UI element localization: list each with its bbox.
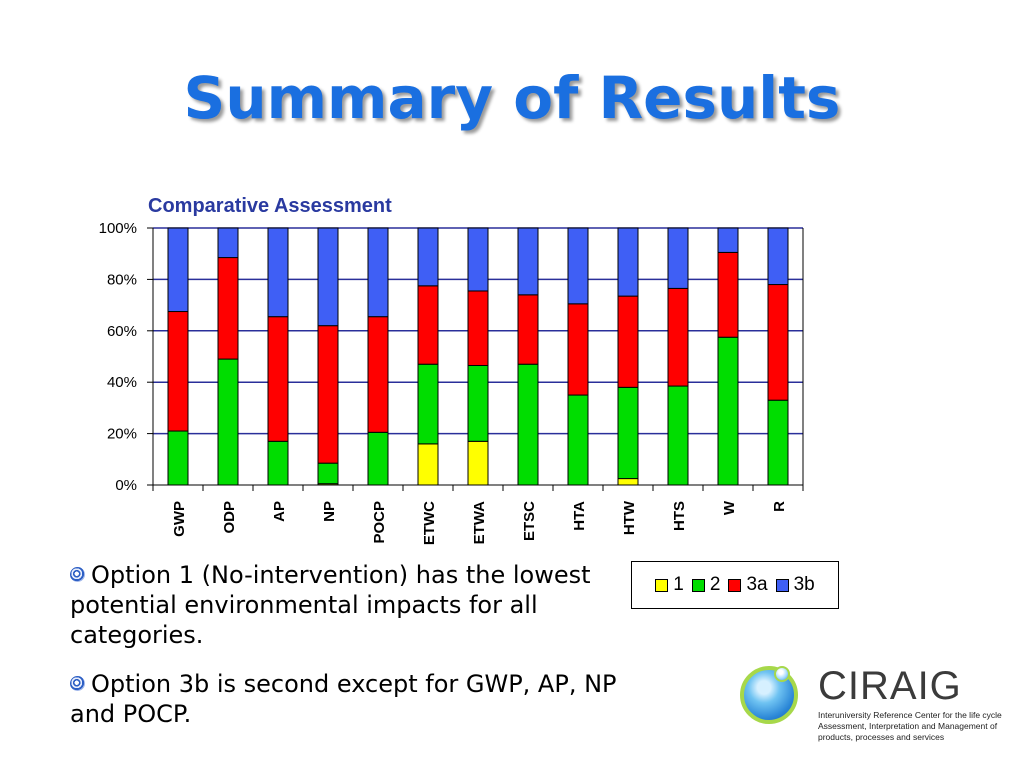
bar-segment-2-odp	[217, 358, 239, 486]
bar-segment-2-ap	[267, 440, 289, 486]
legend-item-2: 2	[691, 574, 721, 596]
x-tick-label: HTS	[671, 501, 688, 531]
x-tick-label: POCP	[371, 501, 388, 544]
slide-title: Summary of Results	[183, 64, 841, 132]
legend-swatch-3a	[728, 578, 742, 592]
bullet-item: Option 3b is second except for GWP, AP, …	[70, 669, 630, 729]
spiral-bullet-icon	[70, 566, 85, 582]
x-tick-label: GWP	[171, 501, 188, 537]
bar-segment-2-etwc	[417, 363, 439, 445]
bar-segment-2-r	[767, 399, 789, 486]
x-tick-label: AP	[271, 501, 288, 522]
bar-segment-2-w	[717, 336, 739, 486]
bar-segment-2-htw	[617, 386, 639, 480]
bar-segment-2-gwp	[167, 430, 189, 486]
x-tick-label: HTA	[571, 501, 588, 531]
bar-segment-2-hta	[567, 394, 589, 486]
y-tick-label: 100%	[99, 220, 137, 237]
legend-label-1: 1	[673, 574, 684, 595]
bar-segment-3a-r	[767, 284, 789, 401]
x-tick-label: ETSC	[521, 501, 538, 541]
x-tick-label: R	[771, 501, 788, 512]
bar-segment-3a-hts	[667, 287, 689, 387]
y-tick-label: 80%	[107, 271, 137, 288]
bar-segment-3a-np	[317, 325, 339, 464]
logo-dot-icon	[774, 666, 790, 682]
bar-segment-3b-w	[717, 227, 739, 253]
bullet-list: Option 1 (No-intervention) has the lowes…	[70, 560, 630, 748]
legend-label-2: 2	[709, 574, 721, 595]
bar-segment-3b-htw	[617, 227, 639, 297]
bar-segment-2-np	[317, 462, 339, 485]
bar-segment-3a-etwc	[417, 285, 439, 365]
legend-label-3b: 3b	[793, 574, 815, 595]
bar-segment-3a-ap	[267, 316, 289, 442]
y-tick-label: 0%	[115, 477, 137, 494]
x-tick-label: ODP	[221, 501, 238, 534]
chart-legend: 1 2 3a 3b	[631, 561, 839, 609]
y-tick-label: 60%	[107, 323, 137, 340]
x-tick-label: ETWC	[421, 501, 438, 545]
legend-item-1: 1	[655, 574, 684, 596]
chart-title: Comparative Assessment	[148, 195, 392, 217]
bar-segment-3a-htw	[617, 295, 639, 388]
spiral-bullet-icon	[70, 675, 85, 691]
logo-tagline: Interuniversity Reference Center for the…	[818, 710, 1002, 742]
x-tick-label: W	[721, 500, 738, 515]
bar-segment-2-etsc	[517, 363, 539, 486]
bar-segment-3b-odp	[217, 227, 239, 259]
bullet-item: Option 1 (No-intervention) has the lowes…	[70, 560, 630, 650]
bar-segment-3b-pocp	[367, 227, 389, 318]
bar-segment-3b-etsc	[517, 227, 539, 296]
bar-segment-1-etwc	[417, 443, 439, 486]
bar-segment-3b-ap	[267, 227, 289, 318]
bar-segment-3a-w	[717, 251, 739, 338]
bar-segment-1-htw	[617, 478, 639, 486]
legend-item-3b: 3b	[775, 574, 815, 596]
bar-segment-3b-etwa	[467, 227, 489, 292]
bar-segment-2-pocp	[367, 431, 389, 486]
legend-item-3a: 3a	[728, 574, 768, 596]
ciraig-logo: CIRAIG Interuniversity Reference Center …	[738, 662, 1024, 762]
bar-segment-3a-etsc	[517, 294, 539, 365]
legend-swatch-2	[691, 578, 705, 592]
bar-segment-2-hts	[667, 385, 689, 486]
bar-segment-2-etwa	[467, 364, 489, 442]
x-tick-label: HTW	[621, 500, 638, 535]
legend-swatch-1	[655, 578, 669, 592]
bullet-text: Option 1 (No-intervention) has the lowes…	[70, 561, 591, 649]
y-tick-label: 40%	[107, 374, 137, 391]
legend-swatch-3b	[775, 578, 789, 592]
bullet-text: Option 3b is second except for GWP, AP, …	[70, 670, 617, 728]
legend-label-3a: 3a	[746, 574, 768, 595]
bar-segment-3a-etwa	[467, 290, 489, 366]
bar-segment-3b-r	[767, 227, 789, 286]
y-tick-label: 20%	[107, 426, 137, 443]
bar-segment-3b-hta	[567, 227, 589, 305]
x-tick-label: NP	[321, 501, 338, 522]
bar-segment-3b-etwc	[417, 227, 439, 287]
bar-segment-1-etwa	[467, 440, 489, 486]
bar-segment-3a-odp	[217, 257, 239, 360]
bar-segment-3a-gwp	[167, 311, 189, 432]
bar-segment-3a-hta	[567, 303, 589, 396]
bar-segment-3b-hts	[667, 227, 689, 289]
bar-segment-3a-pocp	[367, 316, 389, 433]
x-tick-label: ETWA	[471, 501, 488, 544]
bar-segment-3b-gwp	[167, 227, 189, 313]
bar-segment-3b-np	[317, 227, 339, 327]
logo-name: CIRAIG	[818, 664, 962, 708]
